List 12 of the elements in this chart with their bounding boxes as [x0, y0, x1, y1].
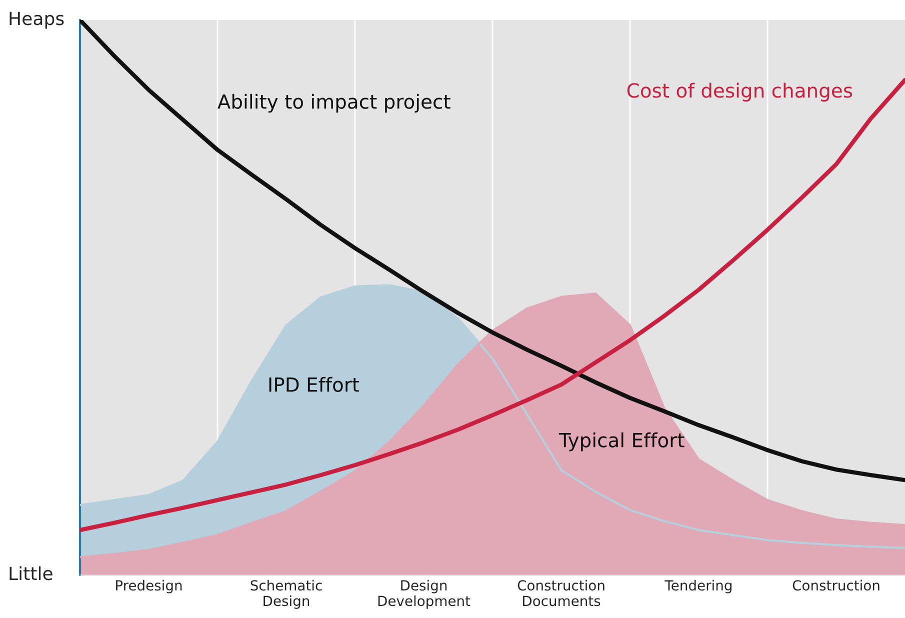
x-tick-label: Schematic Design	[250, 580, 322, 609]
x-tick-label: Construction	[792, 580, 880, 591]
x-tick-label: Construction Documents	[518, 580, 604, 606]
x-tick-label: Predesign	[116, 580, 182, 594]
series-label: Typical Effort	[558, 432, 684, 452]
text: Little	[10, 566, 52, 580]
series-label: Ability to impact project	[218, 94, 450, 113]
x-tick-label: Tendering	[664, 580, 732, 594]
series-label: IPD Effort	[269, 376, 360, 392]
series-label: Cost of design changes	[627, 82, 852, 102]
text: Heaps	[10, 12, 64, 29]
x-tick-label: Design Development	[378, 580, 470, 609]
